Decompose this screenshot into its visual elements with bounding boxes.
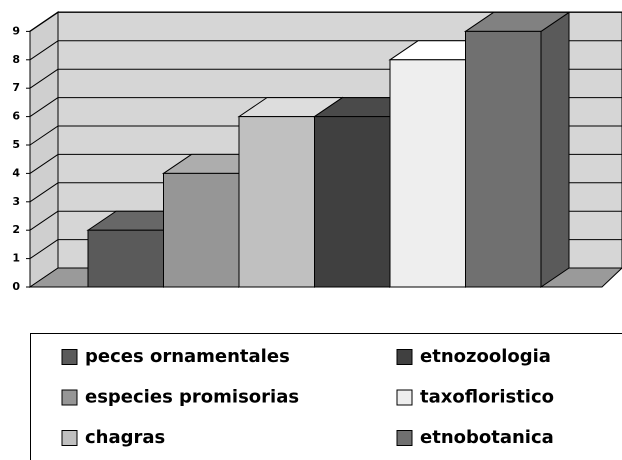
legend-label: etnozoologia — [420, 346, 551, 367]
legend — [30, 333, 622, 460]
y-tick-label: 8 — [12, 53, 20, 66]
legend-label: peces ornamentales — [85, 346, 290, 367]
legend-label: chagras — [85, 427, 165, 448]
legend-swatch — [396, 430, 413, 446]
y-tick-label: 2 — [12, 223, 20, 236]
grid-line — [29, 68, 59, 89]
legend-swatch — [61, 349, 78, 365]
y-tick-label: 4 — [12, 166, 20, 179]
y-tick-label: 7 — [12, 81, 20, 94]
grid-line — [29, 153, 59, 174]
grid-line — [29, 182, 59, 203]
legend-swatch — [396, 349, 413, 365]
legend-label: taxofloristico — [420, 387, 554, 408]
legend-label: etnobotanica — [420, 427, 554, 448]
grid-line — [29, 40, 59, 61]
bar-side — [540, 11, 570, 288]
legend-swatch — [396, 389, 413, 406]
y-tick-label: 1 — [12, 252, 20, 265]
y-tick-label: 9 — [12, 24, 20, 37]
grid-line — [29, 11, 59, 32]
side-wall — [29, 11, 59, 288]
bar — [87, 229, 164, 288]
bars — [86, 11, 571, 288]
y-tick-label: 5 — [12, 138, 20, 151]
y-tick-label: 0 — [12, 280, 20, 293]
legend-swatch — [61, 430, 78, 446]
bar — [389, 59, 466, 288]
bar — [314, 116, 391, 288]
bar — [238, 116, 315, 288]
bar — [163, 172, 240, 288]
legend-swatch — [61, 389, 78, 406]
legend-items: peces ornamentales especies promisorias ch… — [61, 346, 554, 448]
grid-line — [29, 125, 59, 146]
grid-line — [29, 210, 59, 231]
y-tick-label: 3 — [12, 195, 20, 208]
y-tick-label: 6 — [12, 110, 20, 123]
grid-line — [29, 239, 59, 260]
bar — [465, 30, 542, 288]
legend-label: especies promisorias — [85, 387, 299, 408]
grid-line — [29, 97, 59, 118]
